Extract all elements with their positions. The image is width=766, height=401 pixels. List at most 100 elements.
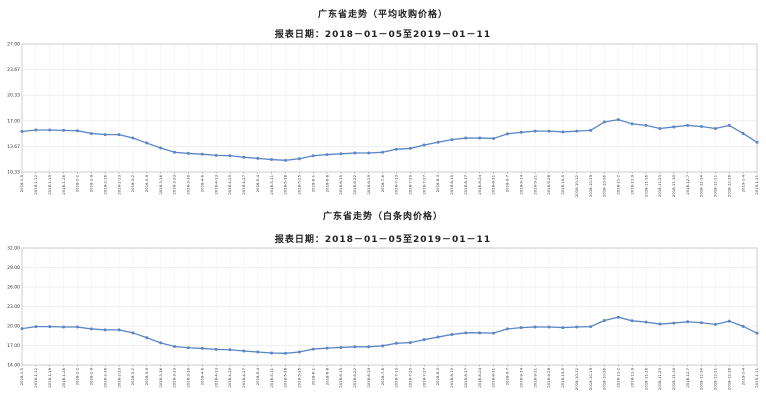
data-point[interactable]	[547, 129, 551, 133]
data-point[interactable]	[228, 348, 232, 352]
data-point[interactable]	[200, 346, 204, 350]
data-point[interactable]	[686, 123, 690, 127]
data-point[interactable]	[602, 120, 606, 124]
data-point[interactable]	[630, 122, 634, 126]
data-point[interactable]	[173, 150, 177, 154]
data-point[interactable]	[575, 325, 579, 329]
data-point[interactable]	[394, 147, 398, 151]
data-point[interactable]	[103, 133, 107, 137]
data-point[interactable]	[408, 146, 412, 150]
data-point[interactable]	[75, 129, 79, 133]
data-point[interactable]	[492, 331, 496, 335]
data-point[interactable]	[256, 350, 260, 354]
data-point[interactable]	[20, 130, 24, 134]
data-point[interactable]	[131, 331, 135, 335]
data-point[interactable]	[62, 325, 66, 329]
data-point[interactable]	[713, 322, 717, 326]
data-point[interactable]	[325, 153, 329, 157]
data-point[interactable]	[478, 136, 482, 140]
data-point[interactable]	[339, 345, 343, 349]
data-point[interactable]	[505, 327, 509, 331]
data-point[interactable]	[602, 318, 606, 322]
data-point[interactable]	[408, 341, 412, 345]
data-point[interactable]	[713, 126, 717, 130]
data-point[interactable]	[367, 151, 371, 155]
data-point[interactable]	[630, 319, 634, 323]
data-point[interactable]	[505, 132, 509, 136]
data-point[interactable]	[214, 347, 218, 351]
data-point[interactable]	[75, 325, 79, 329]
data-point[interactable]	[34, 128, 38, 132]
data-point[interactable]	[450, 138, 454, 142]
data-point[interactable]	[297, 157, 301, 161]
data-point[interactable]	[436, 140, 440, 144]
data-point[interactable]	[353, 345, 357, 349]
data-point[interactable]	[48, 128, 52, 132]
data-point[interactable]	[422, 143, 426, 147]
data-point[interactable]	[242, 155, 246, 159]
data-point[interactable]	[561, 130, 565, 134]
data-point[interactable]	[533, 129, 537, 133]
data-point[interactable]	[589, 128, 593, 132]
data-point[interactable]	[450, 332, 454, 336]
data-point[interactable]	[561, 326, 565, 330]
data-point[interactable]	[727, 319, 731, 323]
data-point[interactable]	[145, 141, 149, 145]
data-point[interactable]	[616, 118, 620, 122]
data-point[interactable]	[48, 325, 52, 329]
data-point[interactable]	[311, 347, 315, 351]
data-point[interactable]	[533, 325, 537, 329]
data-point[interactable]	[186, 151, 190, 155]
data-point[interactable]	[700, 125, 704, 129]
data-point[interactable]	[741, 324, 745, 328]
data-point[interactable]	[755, 140, 759, 144]
data-point[interactable]	[547, 325, 551, 329]
data-point[interactable]	[89, 131, 93, 135]
data-point[interactable]	[436, 335, 440, 339]
data-point[interactable]	[89, 327, 93, 331]
data-point[interactable]	[644, 123, 648, 127]
data-point[interactable]	[20, 327, 24, 331]
data-point[interactable]	[478, 331, 482, 335]
data-point[interactable]	[228, 154, 232, 158]
data-point[interactable]	[200, 152, 204, 156]
data-point[interactable]	[381, 150, 385, 154]
data-point[interactable]	[242, 349, 246, 353]
data-point[interactable]	[519, 130, 523, 134]
data-point[interactable]	[727, 123, 731, 127]
data-point[interactable]	[173, 344, 177, 348]
data-point[interactable]	[658, 322, 662, 326]
data-point[interactable]	[672, 321, 676, 325]
data-point[interactable]	[283, 158, 287, 162]
data-point[interactable]	[270, 158, 274, 162]
data-point[interactable]	[367, 345, 371, 349]
data-point[interactable]	[256, 156, 260, 160]
data-point[interactable]	[311, 154, 315, 158]
data-point[interactable]	[616, 315, 620, 319]
data-point[interactable]	[186, 346, 190, 350]
data-point[interactable]	[672, 125, 676, 129]
data-point[interactable]	[145, 336, 149, 340]
data-point[interactable]	[34, 325, 38, 329]
data-point[interactable]	[62, 128, 66, 132]
data-point[interactable]	[283, 351, 287, 355]
data-point[interactable]	[159, 146, 163, 150]
data-point[interactable]	[270, 351, 274, 355]
data-point[interactable]	[741, 131, 745, 135]
data-point[interactable]	[339, 152, 343, 156]
data-point[interactable]	[644, 320, 648, 324]
data-point[interactable]	[755, 331, 759, 335]
data-point[interactable]	[492, 136, 496, 140]
data-point[interactable]	[103, 328, 107, 332]
data-point[interactable]	[214, 153, 218, 157]
data-point[interactable]	[131, 136, 135, 140]
data-point[interactable]	[117, 133, 121, 137]
data-point[interactable]	[464, 331, 468, 335]
data-point[interactable]	[394, 341, 398, 345]
data-point[interactable]	[117, 328, 121, 332]
data-point[interactable]	[686, 320, 690, 324]
data-point[interactable]	[159, 341, 163, 345]
data-point[interactable]	[464, 136, 468, 140]
data-point[interactable]	[658, 126, 662, 130]
data-point[interactable]	[519, 326, 523, 330]
